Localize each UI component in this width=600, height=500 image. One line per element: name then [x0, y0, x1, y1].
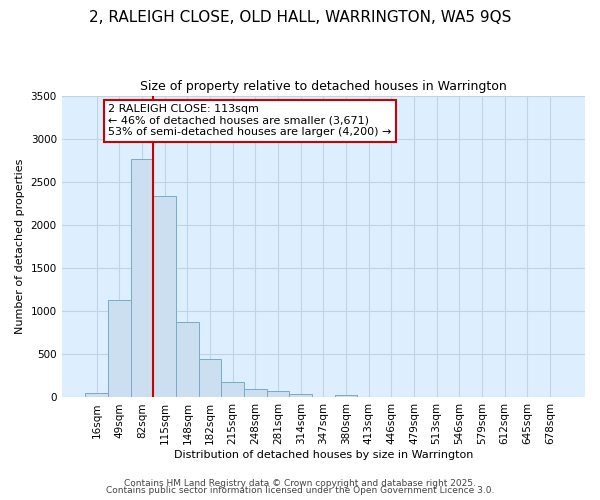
- Bar: [199, 358, 221, 398]
- Bar: [154, 196, 176, 398]
- Bar: [335, 396, 358, 398]
- Bar: [221, 382, 244, 398]
- Y-axis label: Number of detached properties: Number of detached properties: [15, 159, 25, 334]
- X-axis label: Distribution of detached houses by size in Warrington: Distribution of detached houses by size …: [173, 450, 473, 460]
- Bar: [289, 394, 312, 398]
- Bar: [358, 396, 380, 398]
- Text: Contains HM Land Registry data © Crown copyright and database right 2025.: Contains HM Land Registry data © Crown c…: [124, 478, 476, 488]
- Text: 2, RALEIGH CLOSE, OLD HALL, WARRINGTON, WA5 9QS: 2, RALEIGH CLOSE, OLD HALL, WARRINGTON, …: [89, 10, 511, 25]
- Bar: [131, 158, 154, 398]
- Bar: [266, 391, 289, 398]
- Bar: [85, 393, 108, 398]
- Text: Contains public sector information licensed under the Open Government Licence 3.: Contains public sector information licen…: [106, 486, 494, 495]
- Bar: [108, 300, 131, 398]
- Title: Size of property relative to detached houses in Warrington: Size of property relative to detached ho…: [140, 80, 507, 93]
- Bar: [244, 389, 266, 398]
- Text: 2 RALEIGH CLOSE: 113sqm
← 46% of detached houses are smaller (3,671)
53% of semi: 2 RALEIGH CLOSE: 113sqm ← 46% of detache…: [108, 104, 391, 138]
- Bar: [176, 322, 199, 398]
